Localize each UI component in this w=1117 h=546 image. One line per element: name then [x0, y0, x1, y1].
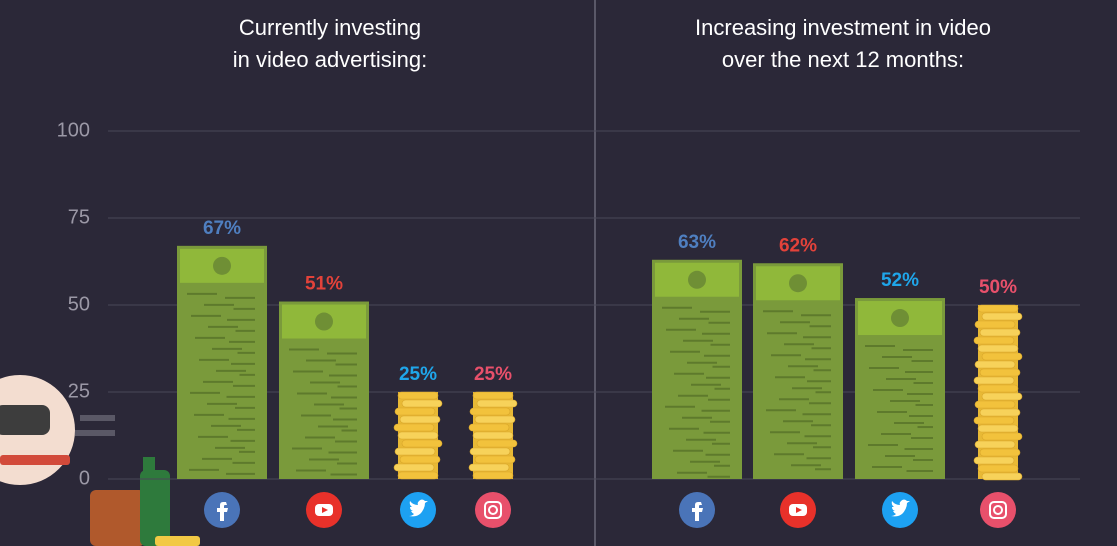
coin — [973, 416, 1015, 425]
coin — [977, 424, 1019, 433]
coin-decoration — [393, 391, 443, 480]
icon-glyph — [891, 499, 910, 517]
platform-icon — [882, 492, 918, 528]
coin — [977, 344, 1019, 353]
coin — [977, 464, 1019, 473]
bill-decoration — [756, 266, 840, 471]
bill-seal — [789, 274, 807, 293]
coin — [474, 455, 516, 464]
platform-icon — [980, 492, 1016, 528]
icon-glyph — [484, 501, 502, 519]
bill-seal — [213, 256, 231, 275]
coin-decoration — [973, 304, 1023, 481]
value-label: 62% — [779, 235, 817, 256]
coin — [974, 360, 1016, 369]
coin — [977, 304, 1019, 313]
chart-title: in video advertising: — [233, 47, 427, 72]
bill-decoration — [655, 262, 739, 478]
platform-icon — [679, 492, 715, 528]
y-tick-label: 75 — [68, 206, 90, 228]
coin — [981, 352, 1023, 361]
coin-decoration — [468, 391, 518, 480]
coin — [397, 431, 439, 440]
coin — [393, 463, 435, 472]
icon-glyph — [409, 499, 428, 517]
coin — [397, 471, 439, 480]
platform-icon — [204, 492, 240, 528]
mascot — [0, 375, 200, 546]
bill-decoration — [282, 304, 366, 476]
coin — [469, 447, 511, 456]
platform-icon — [306, 492, 342, 528]
coin — [472, 471, 514, 480]
coin — [981, 432, 1023, 441]
coin — [981, 392, 1023, 401]
chart-title: Increasing investment in video — [695, 15, 991, 40]
chart-title: Currently investing — [239, 15, 421, 40]
value-label: 25% — [474, 364, 512, 385]
coin — [394, 407, 436, 416]
coin — [974, 400, 1016, 409]
icon-glyph — [217, 502, 228, 521]
coin — [979, 368, 1021, 377]
icon-glyph — [993, 505, 1003, 515]
chart-title: over the next 12 months: — [722, 47, 964, 72]
platform-icon — [400, 492, 436, 528]
bill-seal — [315, 312, 333, 331]
coin — [974, 320, 1016, 329]
icon-glyph — [692, 502, 703, 521]
coin — [474, 415, 516, 424]
bill-seal — [688, 270, 706, 289]
value-label: 52% — [881, 270, 919, 291]
coin — [394, 447, 436, 456]
coin — [399, 455, 441, 464]
coin — [393, 423, 435, 432]
coin — [981, 472, 1023, 481]
coin — [974, 440, 1016, 449]
coin — [476, 399, 518, 408]
icon-circle — [475, 492, 511, 528]
coin — [468, 463, 510, 472]
y-tick-label: 0 — [79, 467, 90, 489]
value-label: 63% — [678, 232, 716, 253]
coin — [399, 415, 441, 424]
bill-seal — [891, 309, 909, 328]
value-label: 51% — [305, 274, 343, 295]
coin — [468, 423, 510, 432]
coin — [979, 408, 1021, 417]
icon-glyph — [796, 507, 802, 513]
coin — [476, 439, 518, 448]
platform-icon — [780, 492, 816, 528]
coin — [977, 384, 1019, 393]
bill-decoration — [858, 301, 942, 473]
coin — [973, 456, 1015, 465]
coin — [397, 391, 439, 400]
coin — [472, 391, 514, 400]
icon-glyph — [989, 501, 1007, 519]
icon-glyph — [322, 507, 328, 513]
value-label: 50% — [979, 277, 1017, 298]
coin — [401, 439, 443, 448]
y-tick-label: 100 — [57, 119, 90, 141]
coin — [973, 376, 1015, 385]
coin — [401, 399, 443, 408]
value-label: 25% — [399, 364, 437, 385]
coin — [973, 336, 1015, 345]
coin — [469, 407, 511, 416]
y-tick-label: 25 — [68, 380, 90, 402]
platform-icon — [475, 492, 511, 528]
coin — [979, 448, 1021, 457]
value-label: 67% — [203, 218, 241, 239]
icon-glyph — [488, 505, 498, 515]
icon-circle — [980, 492, 1016, 528]
coin — [981, 312, 1023, 321]
y-tick-label: 50 — [68, 293, 90, 315]
coin — [472, 431, 514, 440]
bill-decoration — [180, 248, 264, 475]
coin — [979, 328, 1021, 337]
